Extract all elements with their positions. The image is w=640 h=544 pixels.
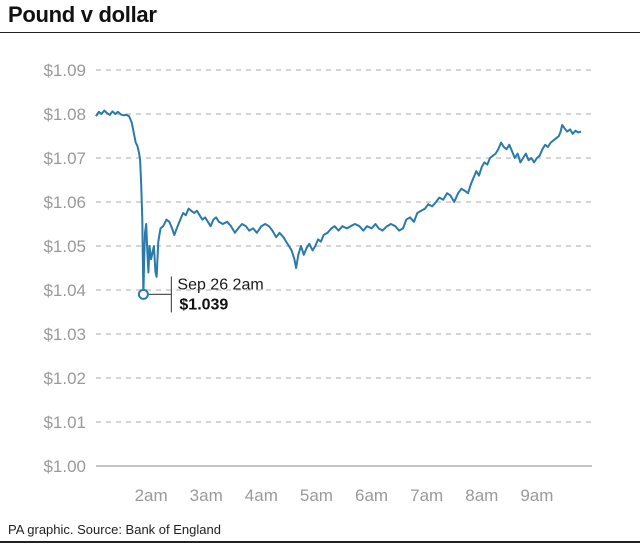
footer-divider: [0, 541, 640, 543]
source-credit: PA graphic. Source: Bank of England: [8, 522, 221, 537]
y-tick-label: $1.00: [43, 457, 86, 476]
x-tick-label: 9am: [520, 486, 553, 505]
title-divider: [0, 32, 640, 33]
x-tick-label: 6am: [355, 486, 388, 505]
x-tick-label: 5am: [300, 486, 333, 505]
y-tick-label: $1.04: [43, 281, 86, 300]
annotation-label: Sep 26 2am: [177, 276, 263, 293]
y-axis-ticks: $1.09 $1.08 $1.07 $1.06 $1.05 $1.04 $1.03 $1.02…: [43, 61, 86, 476]
y-tick-label: $1.06: [43, 193, 86, 212]
chart-title: Pound v dollar: [8, 2, 157, 27]
y-tick-label: $1.07: [43, 149, 86, 168]
x-tick-label: 7am: [410, 486, 443, 505]
line-chart: $1.09 $1.08 $1.07 $1.06 $1.05 $1.04 $1.03 $1.02…: [43, 61, 592, 505]
x-tick-label: 3am: [190, 486, 223, 505]
y-tick-label: $1.09: [43, 61, 86, 80]
annotation-value: $1.039: [179, 296, 228, 313]
x-tick-label: 2am: [135, 486, 168, 505]
y-tick-label: $1.02: [43, 369, 86, 388]
y-tick-label: $1.08: [43, 105, 86, 124]
series-line-gbp-usd: [95, 109, 582, 296]
annotation-marker: [137, 288, 149, 300]
x-tick-label: 4am: [245, 486, 278, 505]
y-tick-label: $1.05: [43, 237, 86, 256]
gridlines: [96, 69, 592, 423]
annotation-low-point: Sep 26 2am $1.039: [137, 276, 264, 313]
y-tick-label: $1.03: [43, 325, 86, 344]
x-tick-label: 8am: [465, 486, 498, 505]
y-tick-label: $1.01: [43, 413, 86, 432]
x-axis-ticks: 2am 3am 4am 5am 6am 7am 8am 9am: [135, 486, 554, 505]
